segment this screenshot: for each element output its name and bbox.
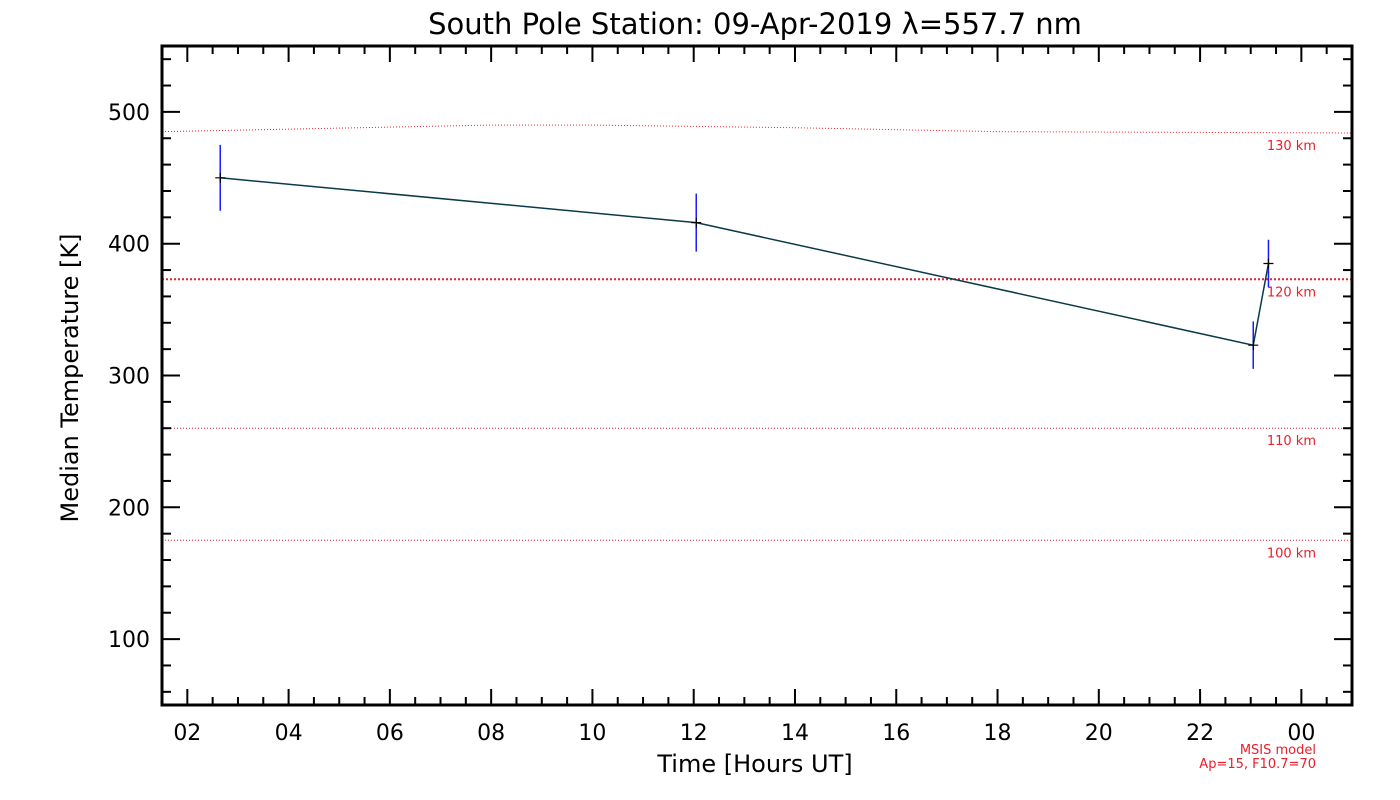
y-tick-label-1: 200 <box>108 496 150 521</box>
model-note-line-1: MSIS model <box>1240 743 1316 758</box>
data-point-0 <box>215 172 226 183</box>
model-note-line-2: Ap=15, F10.7=70 <box>1199 757 1316 772</box>
reference-label-1: 120 km <box>1267 285 1316 300</box>
x-tick-label-0: 02 <box>173 721 201 746</box>
axis-ticks: 02 04 06 08 10 12 14 16 18 20 22 00 100 200 300 400 500 <box>108 46 1352 746</box>
x-tick-label-4: 10 <box>578 721 606 746</box>
chart-title: South Pole Station: 09-Apr-2019 λ=557.7 … <box>428 7 1082 41</box>
x-tick-label-8: 18 <box>984 721 1012 746</box>
reference-label-0: 130 km <box>1267 139 1316 154</box>
y-tick-label-4: 500 <box>108 101 150 126</box>
x-axis-label: Time [Hours UT] <box>656 750 852 778</box>
reference-label-2: 110 km <box>1267 434 1316 449</box>
data-point-2 <box>1248 340 1259 351</box>
x-tick-label-7: 16 <box>882 721 910 746</box>
x-tick-label-3: 08 <box>477 721 505 746</box>
reference-label-3: 100 km <box>1267 546 1316 561</box>
x-tick-label-5: 12 <box>680 721 708 746</box>
data-point-1 <box>691 217 702 228</box>
x-tick-label-9: 20 <box>1085 721 1113 746</box>
data-point-3 <box>1263 258 1274 269</box>
y-tick-label-2: 300 <box>108 365 150 390</box>
x-tick-label-11: 00 <box>1287 721 1315 746</box>
x-tick-label-2: 06 <box>376 721 404 746</box>
x-tick-label-6: 14 <box>781 721 809 746</box>
y-tick-label-3: 400 <box>108 233 150 258</box>
series-line-0 <box>220 177 1270 347</box>
y-tick-label-0: 100 <box>108 628 150 653</box>
msis-reference-lines: 130 km 120 km 110 km 100 km <box>161 124 1353 561</box>
reference-line-0 <box>161 124 1353 134</box>
y-axis-label: Median Temperature [K] <box>56 233 84 522</box>
x-tick-label-1: 04 <box>275 721 303 746</box>
plot-frame <box>160 44 1354 707</box>
data-series <box>215 144 1274 369</box>
x-tick-label-10: 22 <box>1186 721 1214 746</box>
